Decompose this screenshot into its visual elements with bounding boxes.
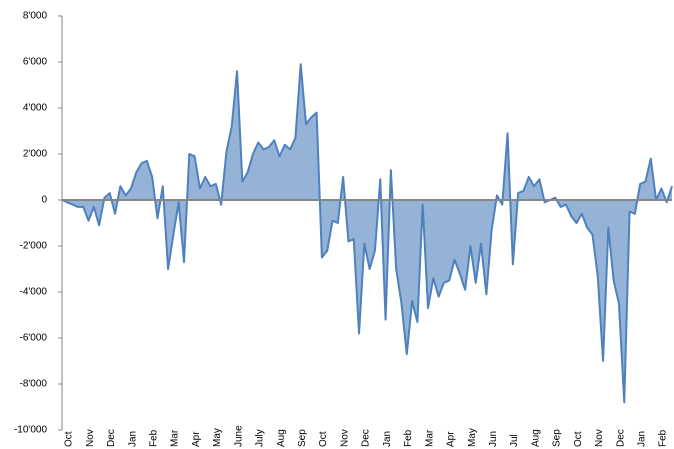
y-tick-label: 6'000 <box>23 57 48 68</box>
x-tick-label: Feb <box>149 429 160 447</box>
x-tick-label: Mar <box>424 429 435 447</box>
x-tick-label: Nov <box>594 429 605 447</box>
x-tick-label: Dec <box>361 429 372 447</box>
y-tick-label: -8'000 <box>20 379 48 390</box>
x-tick-label: Nov <box>85 429 96 447</box>
x-tick-label: Oct <box>318 431 329 447</box>
y-tick-label: -6'000 <box>20 333 48 344</box>
x-tick-label: Feb <box>658 429 669 447</box>
y-tick-label: 2'000 <box>23 149 48 160</box>
x-tick-label: Apr <box>446 431 457 447</box>
y-tick-label: 8'000 <box>23 11 48 22</box>
x-tick-label: Jan <box>127 431 138 447</box>
x-tick-label: Sep <box>297 429 308 447</box>
y-tick-label: -2'000 <box>20 241 48 252</box>
x-tick-label: May <box>467 428 478 447</box>
area <box>62 64 672 403</box>
x-tick-label: Sep <box>552 429 563 447</box>
x-tick-label: Dec <box>615 429 626 447</box>
x-tick-label: Feb <box>403 429 414 447</box>
x-tick-label: June <box>233 425 244 447</box>
y-tick-label: 4'000 <box>23 103 48 114</box>
x-tick-label: Aug <box>276 429 287 447</box>
y-tick-label: -4'000 <box>20 287 48 298</box>
x-tick-label: Jun <box>488 431 499 447</box>
x-tick-label: Aug <box>530 429 541 447</box>
x-tick-label: Oct <box>573 431 584 447</box>
x-tick-label: Jan <box>637 431 648 447</box>
x-tick-label: July <box>255 429 266 447</box>
x-tick-label: Apr <box>191 431 202 447</box>
x-tick-label: Nov <box>339 429 350 447</box>
x-tick-label: Oct <box>64 431 75 447</box>
x-tick-label: Dec <box>106 429 117 447</box>
y-tick-label: -10'000 <box>14 425 47 436</box>
x-tick-label: Jan <box>382 431 393 447</box>
x-tick-label: Mar <box>170 429 181 447</box>
x-tick-label: May <box>212 428 223 447</box>
x-tick-label: Jul <box>509 434 520 447</box>
y-tick-label: 0 <box>41 195 47 206</box>
